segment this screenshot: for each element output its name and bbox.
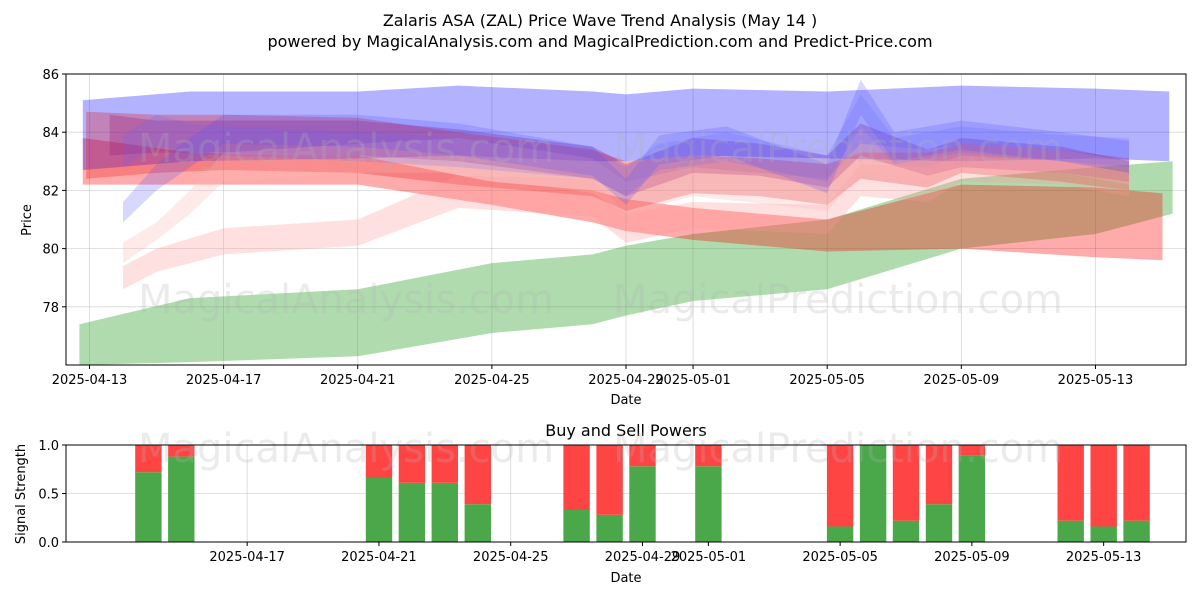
signal-x-tick-label: 2025-05-13 — [1066, 550, 1142, 565]
buy-bar — [1057, 520, 1084, 542]
sell-bar — [892, 445, 920, 521]
sell-bar — [826, 445, 854, 527]
signal-bars — [135, 445, 1150, 542]
price-x-tick-label: 2025-04-13 — [52, 373, 128, 388]
sell-bar — [431, 445, 458, 483]
price-y-ticks: 78 80 82 84 86 — [42, 68, 66, 316]
sell-bar — [596, 445, 623, 515]
watermark-prediction-mid: MagicalPrediction.com — [613, 277, 1063, 323]
band-red-trend — [82, 138, 1163, 261]
price-x-tick-label: 2025-04-21 — [320, 373, 396, 388]
signal-y-axis-label: Signal Strength — [14, 444, 29, 544]
price-x-tick-label: 2025-04-17 — [186, 373, 262, 388]
band-pink-wave-1 — [123, 155, 1129, 290]
buy-bar — [892, 520, 920, 542]
signal-x-tick-label: 2025-04-25 — [473, 550, 549, 565]
sell-bar — [925, 445, 953, 505]
price-y-tick-label: 80 — [42, 243, 59, 258]
price-x-tick-label: 2025-05-01 — [655, 373, 731, 388]
buy-bar — [859, 445, 887, 542]
buy-bar — [1123, 520, 1150, 542]
signal-x-axis-label: Date — [610, 571, 641, 586]
signal-y-tick-label: 1.0 — [38, 439, 59, 454]
sell-bar — [1090, 445, 1117, 527]
price-y-tick-label: 86 — [42, 68, 59, 83]
buy-bar — [596, 514, 623, 542]
band-green-trend — [79, 161, 1173, 365]
signal-x-tick-label: 2025-05-05 — [802, 550, 878, 565]
buy-bar — [464, 504, 491, 542]
price-x-tick-label: 2025-05-05 — [789, 373, 865, 388]
buy-bar — [629, 466, 656, 542]
watermark-analysis-top: MagicalAnalysis.com — [138, 126, 554, 172]
signal-panel: Buy and Sell Powers MagicalAnalysis.com … — [14, 421, 1187, 586]
sell-bar — [695, 445, 722, 467]
sell-bar — [1123, 445, 1150, 521]
price-bands — [79, 79, 1173, 365]
sell-bar — [1057, 445, 1084, 521]
band-purple-wave — [109, 114, 1130, 197]
buy-bar — [365, 478, 393, 542]
buy-bar — [135, 472, 162, 542]
price-y-tick-label: 82 — [42, 184, 59, 199]
watermark-analysis-bottom: MagicalAnalysis.com — [138, 426, 554, 472]
price-y-tick-label: 84 — [42, 126, 59, 141]
sell-bar — [464, 445, 491, 505]
price-x-tick-label: 2025-05-13 — [1058, 373, 1134, 388]
sell-bar — [958, 445, 986, 456]
buy-bar — [431, 482, 458, 542]
buy-bar — [1090, 526, 1117, 542]
buy-bar — [563, 510, 590, 542]
signal-x-tick-label: 2025-04-17 — [209, 550, 285, 565]
signal-x-tick-label: 2025-05-01 — [671, 550, 747, 565]
sell-bar — [168, 445, 195, 457]
signal-y-tick-label: 0.5 — [38, 488, 59, 503]
band-red-wave — [86, 111, 1130, 211]
chart-title-line-2: powered by MagicalAnalysis.com and Magic… — [267, 32, 932, 51]
price-y-tick-label: 78 — [42, 301, 59, 316]
buy-bar — [826, 526, 854, 542]
band-blue-wave-2 — [123, 94, 1129, 197]
watermark-analysis-mid: MagicalAnalysis.com — [138, 277, 554, 323]
watermark-prediction-bottom: MagicalPrediction.com — [613, 426, 1063, 472]
buy-bar — [925, 504, 953, 542]
buy-bar — [695, 466, 722, 542]
watermark-prediction-top: MagicalPrediction.com — [613, 126, 1063, 172]
price-x-tick-label: 2025-05-09 — [924, 373, 1000, 388]
signal-x-tick-label: 2025-04-21 — [341, 550, 417, 565]
buy-bar — [398, 482, 426, 542]
signal-y-ticks: 0.0 0.5 1.0 — [38, 439, 66, 551]
price-x-tick-label: 2025-04-29 — [588, 373, 664, 388]
sell-bar — [563, 445, 590, 510]
sell-bar — [365, 445, 393, 478]
signal-x-tick-label: 2025-04-29 — [605, 550, 681, 565]
price-panel: MagicalAnalysis.com MagicalPrediction.co… — [20, 68, 1187, 408]
buy-bar — [168, 456, 195, 542]
price-y-axis-label: Price — [20, 204, 35, 236]
sell-bar — [629, 445, 656, 467]
band-blue-wave-1 — [123, 79, 1129, 223]
signal-y-tick-label: 0.0 — [38, 536, 59, 551]
buy-bar — [958, 455, 986, 542]
chart-title-line-1: Zalaris ASA (ZAL) Price Wave Trend Analy… — [383, 11, 817, 30]
price-x-axis-label: Date — [610, 393, 641, 408]
price-x-ticks: 2025-04-13 2025-04-17 2025-04-21 2025-04-25… — [52, 365, 1134, 388]
signal-panel-title: Buy and Sell Powers — [545, 421, 707, 440]
sell-bar — [398, 445, 426, 483]
band-blue-trend — [82, 85, 1170, 170]
sell-bar — [135, 445, 162, 473]
band-pink-wave-2 — [123, 138, 1129, 264]
price-x-tick-label: 2025-04-25 — [454, 373, 530, 388]
signal-x-tick-label: 2025-05-09 — [934, 550, 1010, 565]
signal-x-ticks: 2025-04-17 2025-04-21 2025-04-25 2025-04-29… — [209, 542, 1141, 565]
